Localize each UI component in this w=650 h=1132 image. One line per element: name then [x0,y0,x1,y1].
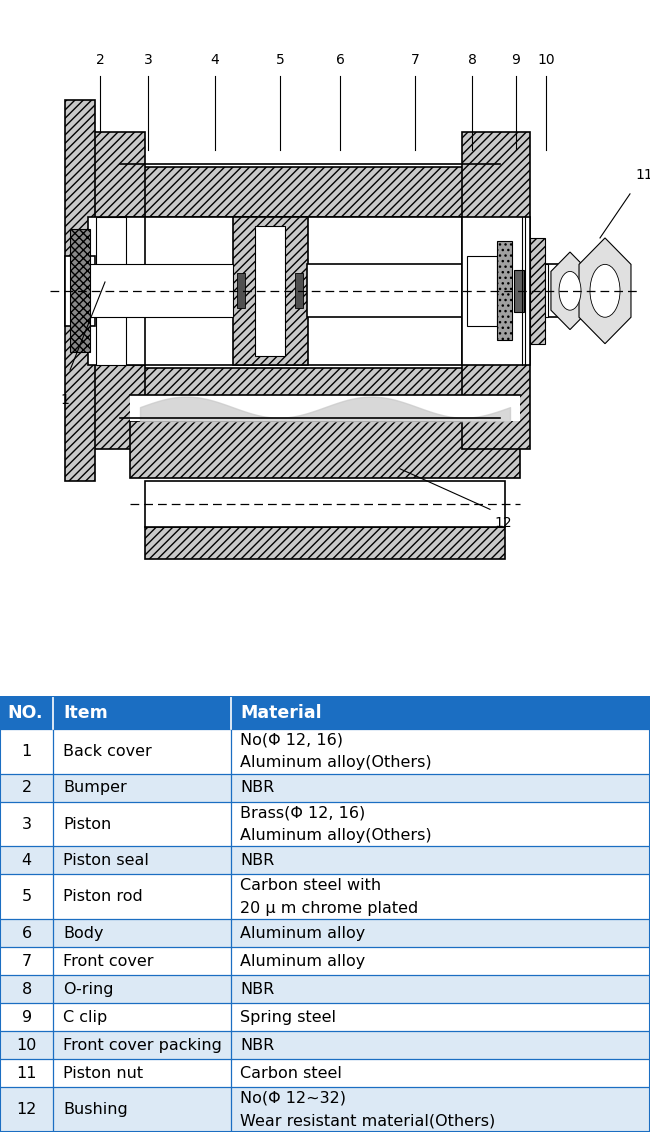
Text: 8: 8 [21,981,32,996]
Bar [130,421,520,478]
Bar [233,217,308,365]
Text: 7: 7 [411,53,419,67]
Bar [0,773,650,801]
Text: Piston: Piston [63,816,111,832]
Bar [237,273,245,308]
Text: 9: 9 [21,1010,32,1024]
Text: Back cover: Back cover [63,744,152,758]
Text: O-ring: O-ring [63,981,114,996]
Bar [467,256,497,326]
Bar [462,217,530,365]
Bar [0,1087,650,1132]
Text: 11: 11 [16,1065,37,1081]
Text: 10: 10 [16,1038,37,1053]
Text: 4: 4 [211,53,220,67]
Text: 5: 5 [276,53,285,67]
Bar [130,395,520,421]
Text: NBR: NBR [240,1038,275,1053]
Bar [0,847,650,874]
Text: 5: 5 [21,890,32,904]
Bar [96,217,126,365]
Text: 3: 3 [144,53,152,67]
Polygon shape [579,238,631,344]
Bar [462,132,530,449]
Bar [530,238,545,344]
Text: 12: 12 [494,516,512,531]
Circle shape [559,272,581,310]
Bar [0,729,650,773]
Text: 11: 11 [635,168,650,181]
Bar [0,947,650,976]
Text: 9: 9 [512,53,521,67]
Bar [120,217,500,365]
Bar [120,168,500,217]
Text: 6: 6 [21,926,32,941]
Text: Front cover: Front cover [63,954,153,969]
Bar [145,481,505,528]
Text: 8: 8 [467,53,476,67]
Text: 20 μ m chrome plated: 20 μ m chrome plated [240,901,419,916]
Text: Piston nut: Piston nut [63,1065,143,1081]
Text: Item: Item [63,703,108,721]
Text: No(Φ 12~32): No(Φ 12~32) [240,1091,346,1106]
Bar [65,256,95,326]
Text: Piston seal: Piston seal [63,852,149,868]
Bar [88,265,233,317]
Text: Bumper: Bumper [63,780,127,795]
Polygon shape [551,252,589,329]
Text: Body: Body [63,926,103,941]
Text: 3: 3 [21,816,32,832]
Bar [0,696,650,729]
Text: Wear resistant material(Others): Wear resistant material(Others) [240,1113,496,1129]
Bar [497,241,512,340]
Bar [145,528,505,559]
Text: 4: 4 [21,852,32,868]
Bar [295,273,303,308]
Text: No(Φ 12, 16): No(Φ 12, 16) [240,732,343,747]
Text: Carbon steel with: Carbon steel with [240,878,382,893]
Bar [0,1003,650,1031]
Text: NBR: NBR [240,780,275,795]
Bar [0,1060,650,1087]
Text: NBR: NBR [240,852,275,868]
Bar [545,265,548,317]
Text: Bushing: Bushing [63,1103,128,1117]
Text: Carbon steel: Carbon steel [240,1065,343,1081]
Bar [255,225,285,357]
Text: 10: 10 [537,53,555,67]
Text: Aluminum alloy: Aluminum alloy [240,954,366,969]
Bar [0,976,650,1003]
Text: Aluminum alloy(Others): Aluminum alloy(Others) [240,827,432,842]
Text: 2: 2 [96,53,105,67]
Bar [88,132,145,449]
Text: Aluminum alloy(Others): Aluminum alloy(Others) [240,755,432,770]
Text: C clip: C clip [63,1010,107,1024]
Text: 12: 12 [16,1103,37,1117]
Text: 2: 2 [21,780,32,795]
Text: NO.: NO. [8,703,44,721]
Bar [0,919,650,947]
Bar [70,229,90,352]
Bar [514,269,524,312]
Circle shape [590,265,620,317]
Bar [0,801,650,847]
Text: 7: 7 [21,954,32,969]
Text: Brass(Φ 12, 16): Brass(Φ 12, 16) [240,805,366,821]
Text: Material: Material [240,703,322,721]
Text: Spring steel: Spring steel [240,1010,337,1024]
Text: 1: 1 [60,393,70,408]
Bar [0,1031,650,1060]
Bar [120,368,500,418]
Bar [88,217,145,365]
Text: Aluminum alloy: Aluminum alloy [240,926,366,941]
Bar [307,265,580,317]
Bar [0,874,650,919]
Text: 1: 1 [21,744,32,758]
Bar [65,101,95,481]
Text: 6: 6 [335,53,345,67]
Text: Piston rod: Piston rod [63,890,143,904]
Text: NBR: NBR [240,981,275,996]
Text: Front cover packing: Front cover packing [63,1038,222,1053]
